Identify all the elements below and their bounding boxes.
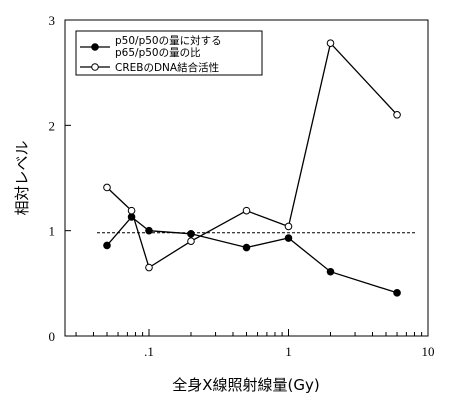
series-2-point bbox=[103, 183, 111, 192]
legend-label-series-1-line-1: p50/p50の量に対する bbox=[115, 34, 222, 47]
series-1-point bbox=[326, 267, 335, 276]
series-2-point bbox=[284, 222, 293, 231]
legend-marker-series-1 bbox=[91, 43, 99, 51]
series-1-point bbox=[103, 241, 111, 250]
y-tick-label: 0 bbox=[49, 329, 56, 344]
series-1 bbox=[103, 213, 401, 297]
series-2-line bbox=[106, 41, 398, 269]
series-2-point bbox=[326, 39, 335, 47]
y-tick-label: 3 bbox=[49, 13, 56, 28]
legend-box bbox=[75, 30, 263, 76]
legend-label-series-2: CREBのDNA結合活性 bbox=[115, 61, 219, 74]
series-2-point bbox=[242, 206, 251, 215]
series-2 bbox=[103, 39, 401, 272]
y-tick-label: 2 bbox=[49, 118, 56, 133]
x-tick-label: 1 bbox=[285, 344, 292, 359]
y-tick-label: 1 bbox=[49, 224, 56, 239]
series-1-point bbox=[187, 230, 195, 238]
series-1-point bbox=[145, 226, 153, 235]
y-axis: 0 1 2 3 bbox=[49, 13, 71, 344]
legend-marker-series-2 bbox=[91, 63, 99, 71]
series-2-point bbox=[393, 111, 401, 119]
x-tick-label: .1 bbox=[144, 344, 154, 359]
legend: p50/p50の量に対する p65/p50の量の比 CREBのDNA結合活性 bbox=[75, 30, 263, 76]
x-tick-label: 10 bbox=[422, 344, 435, 359]
series-1-point bbox=[284, 234, 293, 242]
y-axis-title: 相対レベル bbox=[13, 140, 31, 215]
x-axis: .1 1 10 bbox=[75, 329, 435, 359]
series-2-point bbox=[127, 206, 136, 215]
series-group bbox=[103, 39, 401, 297]
series-2-point bbox=[145, 263, 153, 272]
series-2-point bbox=[187, 237, 195, 245]
series-1-point bbox=[242, 243, 251, 252]
legend-label-series-1-line-2: p65/p50の量の比 bbox=[115, 46, 201, 59]
x-axis-title: 全身X線照射線量(Gy) bbox=[172, 376, 319, 394]
series-1-point bbox=[393, 289, 401, 297]
